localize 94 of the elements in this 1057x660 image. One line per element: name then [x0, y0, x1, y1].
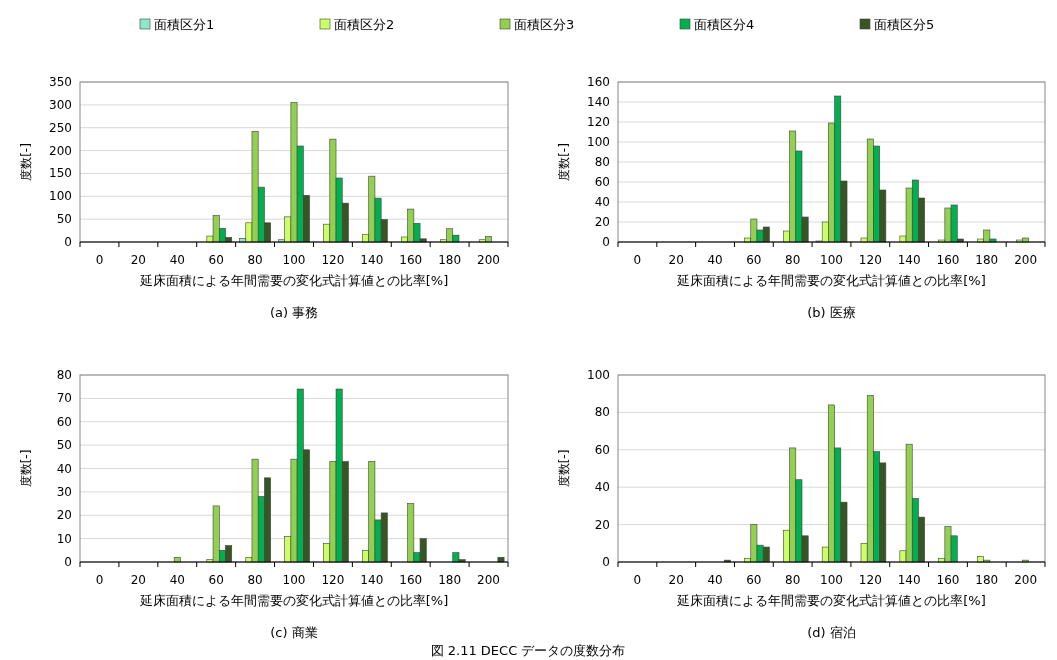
y-tick-label: 0 — [602, 555, 610, 569]
y-tick-label: 40 — [56, 461, 72, 476]
x-tick-label: 20 — [130, 253, 146, 267]
x-axis-title: 延床面積による年間需要の変化式計算値との比率[%] — [138, 593, 449, 608]
text: (d) 宿泊 — [807, 625, 856, 640]
x-tick-label: 60 — [746, 253, 762, 267]
x-tick-label: 0 — [95, 253, 104, 267]
x-axis-title: 延床面積による年間需要の変化式計算値との比率[%] — [676, 273, 986, 288]
x-tick-label: 180 — [438, 253, 462, 267]
y-tick-label: 100 — [587, 368, 610, 382]
x-tick-label: 180 — [975, 573, 999, 587]
x-tick-label: 40 — [169, 253, 185, 267]
x-tick-label: 40 — [707, 573, 723, 587]
x-tick-label: 40 — [169, 573, 185, 587]
y-tick-label: 20 — [594, 215, 610, 229]
y-tick-label: 100 — [587, 135, 610, 149]
x-tick-label: 60 — [208, 253, 224, 267]
x-tick-label: 100 — [820, 573, 843, 587]
y-tick-label: 80 — [56, 368, 72, 382]
y-tick-label: 160 — [587, 75, 610, 89]
legend-label: 面積区分4 — [694, 17, 755, 32]
x-tick-label: 200 — [1014, 253, 1038, 267]
y-axis-title: 度数[-] — [19, 449, 33, 488]
x-tick-label: 120 — [858, 253, 882, 267]
x-tick-label: 100 — [820, 253, 843, 267]
legend-label: 面積区分3 — [514, 17, 575, 32]
x-tick-label: 160 — [936, 573, 960, 587]
x-tick-label: 0 — [95, 573, 104, 587]
x-tick-label: 20 — [668, 573, 684, 587]
text: (b) 医療 — [807, 305, 856, 320]
caption: 図 2.11 DECC データの度数分布 — [430, 643, 626, 658]
y-tick-label: 20 — [56, 508, 72, 523]
y-tick-label: 80 — [594, 155, 610, 169]
y-tick-label: 80 — [594, 405, 610, 420]
x-tick-label: 200 — [477, 573, 500, 587]
x-tick-label: 100 — [282, 253, 306, 267]
x-tick-label: 200 — [477, 253, 500, 267]
x-tick-label: 40 — [707, 253, 723, 267]
x-tick-label: 0 — [633, 253, 642, 267]
legend-label: 面積区分2 — [334, 17, 395, 32]
x-tick-label: 120 — [321, 253, 345, 267]
y-tick-label: 200 — [49, 143, 72, 158]
x-tick-label: 120 — [321, 573, 345, 587]
x-tick-label: 140 — [360, 573, 384, 587]
x-tick-label: 120 — [858, 573, 882, 587]
y-tick-label: 300 — [49, 97, 72, 112]
y-tick-label: 40 — [594, 195, 610, 209]
x-tick-label: 160 — [399, 253, 423, 267]
x-tick-label: 80 — [785, 253, 801, 267]
y-tick-label: 50 — [56, 212, 72, 227]
x-tick-label: 80 — [247, 573, 263, 587]
x-axis-title: 延床面積による年間需要の変化式計算値との比率[%] — [676, 593, 986, 608]
y-tick-label: 70 — [56, 391, 72, 406]
y-axis-title: 度数[-] — [557, 143, 571, 181]
y-tick-label: 350 — [49, 75, 72, 89]
text: (a) 事務 — [269, 305, 319, 320]
x-tick-label: 140 — [897, 253, 921, 267]
x-tick-label: 60 — [746, 573, 762, 587]
legend-label: 面積区分5 — [874, 17, 935, 32]
y-tick-label: 50 — [56, 438, 72, 453]
x-tick-label: 140 — [897, 573, 921, 587]
x-tick-label: 160 — [936, 253, 960, 267]
y-tick-label: 20 — [594, 517, 610, 532]
y-axis-title: 度数[-] — [19, 143, 33, 181]
x-tick-label: 140 — [360, 253, 384, 267]
y-tick-label: 0 — [602, 235, 610, 249]
x-tick-label: 180 — [975, 253, 999, 267]
text: (c) 商業 — [270, 625, 318, 640]
y-tick-label: 60 — [594, 175, 610, 189]
y-tick-label: 30 — [56, 484, 72, 499]
x-tick-label: 100 — [282, 573, 306, 587]
x-tick-label: 80 — [247, 253, 263, 267]
y-tick-label: 150 — [49, 166, 72, 181]
y-tick-label: 40 — [594, 480, 610, 495]
x-tick-label: 60 — [208, 573, 224, 587]
x-tick-label: 180 — [438, 573, 462, 587]
y-tick-label: 140 — [587, 95, 610, 109]
y-tick-label: 60 — [594, 442, 610, 457]
y-tick-label: 0 — [64, 555, 72, 569]
y-axis-title: 度数[-] — [557, 449, 571, 488]
x-tick-label: 80 — [785, 573, 801, 587]
x-tick-label: 200 — [1014, 573, 1038, 587]
x-tick-label: 20 — [130, 573, 146, 587]
legend-label: 面積区分1 — [154, 17, 215, 32]
y-tick-label: 250 — [49, 120, 72, 135]
x-tick-label: 0 — [633, 573, 642, 587]
y-tick-label: 100 — [49, 189, 72, 204]
x-tick-label: 20 — [668, 253, 684, 267]
y-tick-label: 120 — [587, 115, 610, 129]
y-tick-label: 60 — [56, 414, 72, 429]
x-tick-label: 160 — [399, 573, 423, 587]
y-tick-label: 10 — [56, 531, 72, 546]
x-axis-title: 延床面積による年間需要の変化式計算値との比率[%] — [138, 273, 449, 288]
y-tick-label: 0 — [64, 235, 72, 249]
